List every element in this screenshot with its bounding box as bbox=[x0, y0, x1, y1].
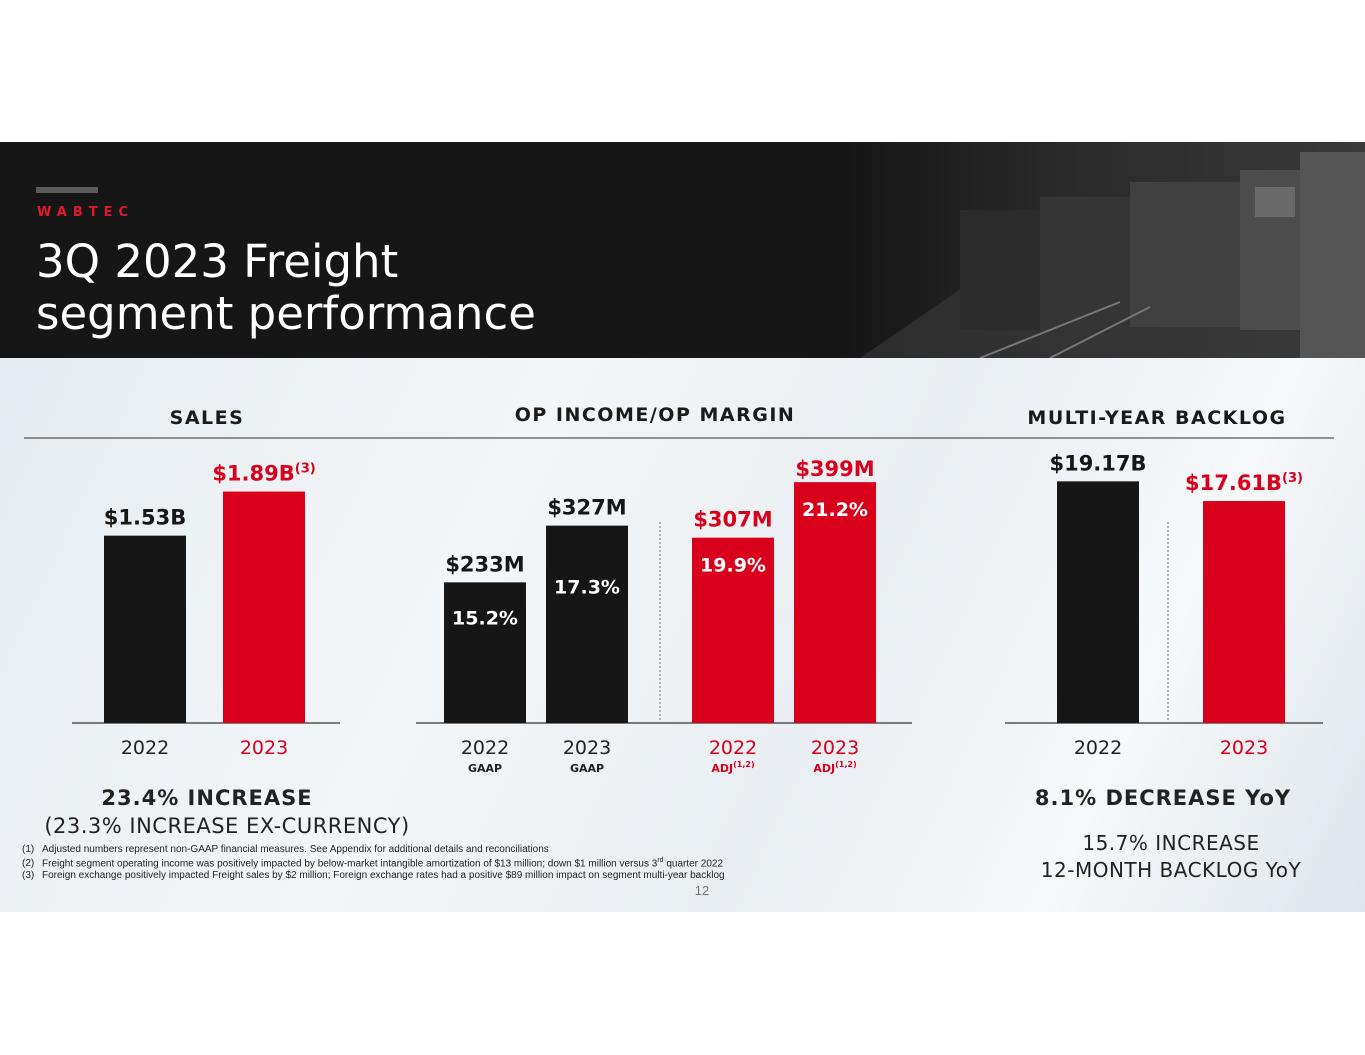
footnote-1: (1) Adjusted numbers represent non-GAAP f… bbox=[22, 844, 549, 855]
backlog-bar-1 bbox=[1203, 501, 1285, 723]
sales-summary-sub: (23.3% INCREASE EX-CURRENCY) bbox=[44, 814, 410, 838]
footnote-2-sup: rd bbox=[657, 857, 664, 864]
footnote-2: (2) Freight segment operating income was … bbox=[22, 857, 723, 869]
page-number: 12 bbox=[694, 883, 710, 898]
op-margin-label-3: 21.2% bbox=[802, 499, 868, 521]
footnote-1-num: (1) bbox=[22, 844, 35, 855]
header-banner bbox=[0, 142, 1365, 358]
op-margin-label-1: 17.3% bbox=[554, 577, 620, 599]
footnote-2-text: Freight segment operating income was pos… bbox=[42, 858, 658, 870]
op-panel-title: OP INCOME/OP MARGIN bbox=[515, 404, 796, 426]
backlog-value-label-0: $19.17B bbox=[1049, 451, 1146, 475]
title-line-1: 3Q 2023 Freight bbox=[36, 235, 399, 288]
op-sublabel-2: ADJ(1,2) bbox=[711, 760, 754, 775]
sales-bar-0 bbox=[104, 535, 186, 723]
op-sublabel-1: GAAP bbox=[570, 762, 604, 775]
backlog-summary: 8.1% DECREASE YoY bbox=[1034, 786, 1292, 810]
op-value-label-2: $307M bbox=[693, 508, 772, 532]
op-sublabel-0: GAAP bbox=[468, 762, 502, 775]
op-margin-label-2: 19.9% bbox=[700, 555, 766, 577]
op-category-0: 2022 bbox=[461, 737, 509, 759]
op-bar-0 bbox=[444, 582, 526, 723]
locomotive-photo bbox=[860, 152, 1365, 358]
op-bar-1 bbox=[546, 525, 628, 723]
page-title: 3Q 2023 Freight segment performance bbox=[36, 236, 536, 340]
op-bar-2 bbox=[692, 537, 774, 723]
footnote-2-num: (2) bbox=[22, 858, 35, 870]
op-margin-label-0: 15.2% bbox=[452, 607, 518, 629]
op-value-label-3: $399M bbox=[795, 457, 874, 481]
footnote-2-text-end: quarter 2022 bbox=[663, 858, 724, 870]
op-category-3: 2023 bbox=[811, 737, 859, 759]
op-value-label-0: $233M bbox=[445, 552, 524, 576]
footnote-1-text: Adjusted numbers represent non-GAAP fina… bbox=[42, 844, 549, 855]
op-bar-3 bbox=[794, 482, 876, 723]
sales-summary: 23.4% INCREASE bbox=[101, 786, 313, 810]
backlog-bar-0 bbox=[1057, 481, 1139, 723]
footnote-3-num: (3) bbox=[22, 870, 35, 881]
backlog-category-0: 2022 bbox=[1074, 737, 1122, 759]
sales-value-label-0: $1.53B bbox=[104, 506, 186, 530]
backlog-sub-2: 12-MONTH BACKLOG YoY bbox=[1040, 858, 1302, 882]
op-value-label-1: $327M bbox=[547, 496, 626, 520]
accent-line bbox=[36, 187, 98, 193]
sales-panel-title: SALES bbox=[170, 407, 245, 429]
backlog-panel-title: MULTI-YEAR BACKLOG bbox=[1027, 407, 1286, 429]
sales-category-1: 2023 bbox=[240, 737, 288, 759]
sales-value-label-1: $1.89B(3) bbox=[212, 462, 315, 486]
op-category-2: 2022 bbox=[709, 737, 757, 759]
title-line-2: segment performance bbox=[36, 287, 536, 340]
op-category-1: 2023 bbox=[563, 737, 611, 759]
footnote-3-text: Foreign exchange positively impacted Fre… bbox=[42, 870, 725, 881]
backlog-value-label-1: $17.61B(3) bbox=[1185, 471, 1303, 495]
footnote-3: (3) Foreign exchange positively impacted … bbox=[22, 870, 725, 881]
backlog-sub-1: 15.7% INCREASE bbox=[1082, 831, 1260, 855]
brand-logo-text: WABTEC bbox=[37, 205, 135, 220]
backlog-category-1: 2023 bbox=[1220, 737, 1268, 759]
sales-bar-1 bbox=[223, 491, 305, 723]
sales-category-0: 2022 bbox=[121, 737, 169, 759]
op-sublabel-3: ADJ(1,2) bbox=[813, 760, 856, 775]
